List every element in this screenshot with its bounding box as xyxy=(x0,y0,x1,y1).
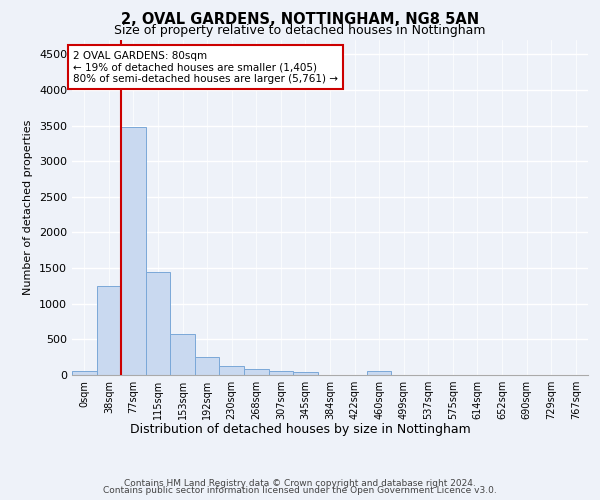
Y-axis label: Number of detached properties: Number of detached properties xyxy=(23,120,34,295)
Bar xyxy=(195,357,220,375)
Bar xyxy=(146,272,170,375)
Bar xyxy=(97,286,121,375)
Bar xyxy=(293,372,318,375)
Text: Size of property relative to detached houses in Nottingham: Size of property relative to detached ho… xyxy=(114,24,486,37)
Bar xyxy=(244,370,269,375)
Text: Distribution of detached houses by size in Nottingham: Distribution of detached houses by size … xyxy=(130,422,470,436)
Text: 2, OVAL GARDENS, NOTTINGHAM, NG8 5AN: 2, OVAL GARDENS, NOTTINGHAM, NG8 5AN xyxy=(121,12,479,28)
Bar xyxy=(269,372,293,375)
Text: 2 OVAL GARDENS: 80sqm
← 19% of detached houses are smaller (1,405)
80% of semi-d: 2 OVAL GARDENS: 80sqm ← 19% of detached … xyxy=(73,50,338,84)
Text: Contains public sector information licensed under the Open Government Licence v3: Contains public sector information licen… xyxy=(103,486,497,495)
Text: Contains HM Land Registry data © Crown copyright and database right 2024.: Contains HM Land Registry data © Crown c… xyxy=(124,478,476,488)
Bar xyxy=(121,127,146,375)
Bar xyxy=(72,372,97,375)
Bar xyxy=(367,370,391,375)
Bar xyxy=(170,334,195,375)
Bar xyxy=(220,366,244,375)
